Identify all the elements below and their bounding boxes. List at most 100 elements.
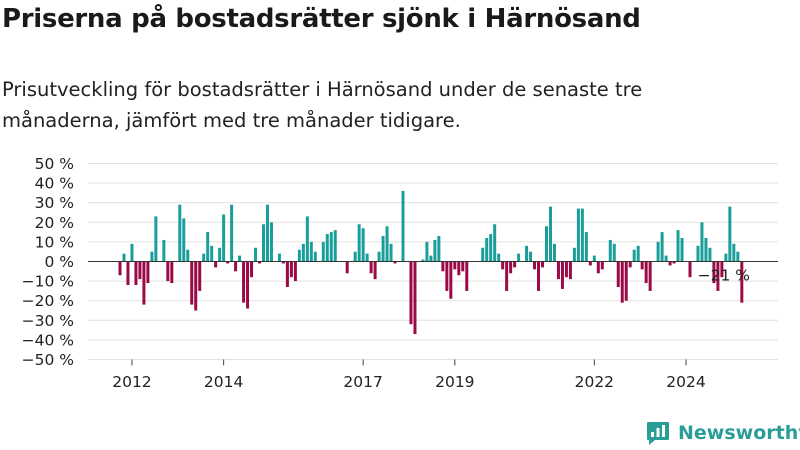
- bar-negative: [648, 261, 652, 291]
- bar-positive: [333, 230, 337, 262]
- bar-positive: [529, 251, 533, 262]
- y-tick-label: −50 %: [22, 351, 74, 369]
- bar-negative: [644, 261, 648, 284]
- bar-positive: [437, 236, 441, 262]
- bar-negative: [194, 261, 198, 311]
- brand-name: Newsworthy: [678, 422, 800, 444]
- bar-positive: [202, 253, 206, 262]
- bar-negative: [533, 261, 537, 270]
- bar-negative: [740, 261, 744, 303]
- bar-negative: [250, 261, 254, 278]
- bar-positive: [632, 249, 636, 262]
- bar-negative: [214, 261, 218, 268]
- bar-positive: [277, 253, 281, 262]
- bar-negative: [445, 261, 449, 291]
- bar-positive: [389, 243, 393, 262]
- bar-positive: [736, 251, 740, 262]
- y-tick-label: 20 %: [35, 214, 74, 232]
- bar-negative: [393, 261, 397, 264]
- y-tick-label: 0 %: [44, 253, 74, 271]
- bar-positive: [696, 245, 700, 262]
- bar-negative: [138, 261, 142, 280]
- bar-positive: [178, 204, 182, 262]
- bar-positive: [517, 253, 521, 262]
- bar-negative: [242, 261, 246, 303]
- bar-positive: [584, 232, 588, 262]
- bar-positive: [269, 222, 273, 262]
- bar-positive: [301, 243, 305, 262]
- bar-negative: [190, 261, 194, 305]
- bar-positive: [552, 243, 556, 262]
- bar-positive: [325, 234, 329, 262]
- bar-negative: [118, 261, 122, 276]
- bar-negative: [505, 261, 509, 291]
- bar-negative: [441, 261, 445, 272]
- bar-positive: [576, 208, 580, 262]
- bar-positive: [421, 259, 425, 262]
- bar-negative: [537, 261, 541, 291]
- bar-positive: [365, 253, 369, 262]
- bar-negative: [720, 261, 724, 278]
- bar-positive: [548, 206, 552, 262]
- bar-positive: [297, 249, 301, 262]
- y-tick-label: −40 %: [22, 331, 74, 349]
- bar-negative: [624, 261, 628, 301]
- bar-positive: [700, 222, 704, 262]
- bar-positive: [230, 204, 234, 262]
- bar-positive: [680, 237, 684, 262]
- bar-negative: [596, 261, 600, 274]
- bar-positive: [321, 241, 325, 262]
- y-tick-label: −30 %: [22, 312, 74, 330]
- bar-negative: [293, 261, 297, 282]
- bar-negative: [345, 261, 349, 274]
- bar-positive: [732, 243, 736, 262]
- bar-positive: [218, 247, 222, 262]
- bar-positive: [222, 214, 226, 262]
- bar-negative: [688, 261, 692, 278]
- x-tick-label: 2022: [575, 373, 614, 391]
- bar-negative: [628, 261, 632, 268]
- bar-positive: [660, 232, 664, 262]
- bar-positive: [182, 218, 186, 262]
- bar-positive: [580, 208, 584, 262]
- bar-positive: [265, 204, 269, 262]
- bar-positive: [401, 190, 405, 262]
- bar-positive: [162, 239, 166, 262]
- bar-positive: [497, 253, 501, 262]
- bar-negative: [258, 261, 262, 264]
- bar-positive: [612, 243, 616, 262]
- bar-positive: [592, 255, 596, 262]
- bar-negative: [556, 261, 560, 280]
- x-tick-label: 2012: [112, 373, 151, 391]
- bar-negative: [716, 261, 720, 291]
- bar-negative: [369, 261, 373, 274]
- bar-positive: [728, 206, 732, 262]
- x-tick-label: 2017: [343, 373, 382, 391]
- bar-positive: [493, 224, 497, 262]
- bar-positive: [210, 245, 214, 262]
- bar-negative: [453, 261, 457, 270]
- bar-positive: [238, 255, 242, 262]
- bar-positive: [385, 226, 389, 262]
- bar-negative: [568, 261, 572, 280]
- bar-positive: [724, 253, 728, 262]
- bar-positive: [329, 232, 333, 262]
- bar-negative: [513, 261, 517, 268]
- y-tick-label: −20 %: [22, 292, 74, 310]
- bar-positive: [608, 239, 612, 262]
- bar-negative: [166, 261, 170, 282]
- bar-negative: [461, 261, 465, 272]
- x-tick-label: 2019: [435, 373, 474, 391]
- y-tick-label: −10 %: [22, 273, 74, 291]
- bar-negative: [281, 261, 285, 264]
- bar-positive: [150, 251, 154, 262]
- bar-positive: [377, 251, 381, 262]
- bar-positive: [186, 249, 190, 262]
- bar-negative: [198, 261, 202, 291]
- bar-negative: [285, 261, 289, 287]
- bar-negative: [142, 261, 146, 305]
- bar-negative: [465, 261, 469, 291]
- bar-positive: [130, 243, 134, 262]
- bar-negative: [620, 261, 624, 303]
